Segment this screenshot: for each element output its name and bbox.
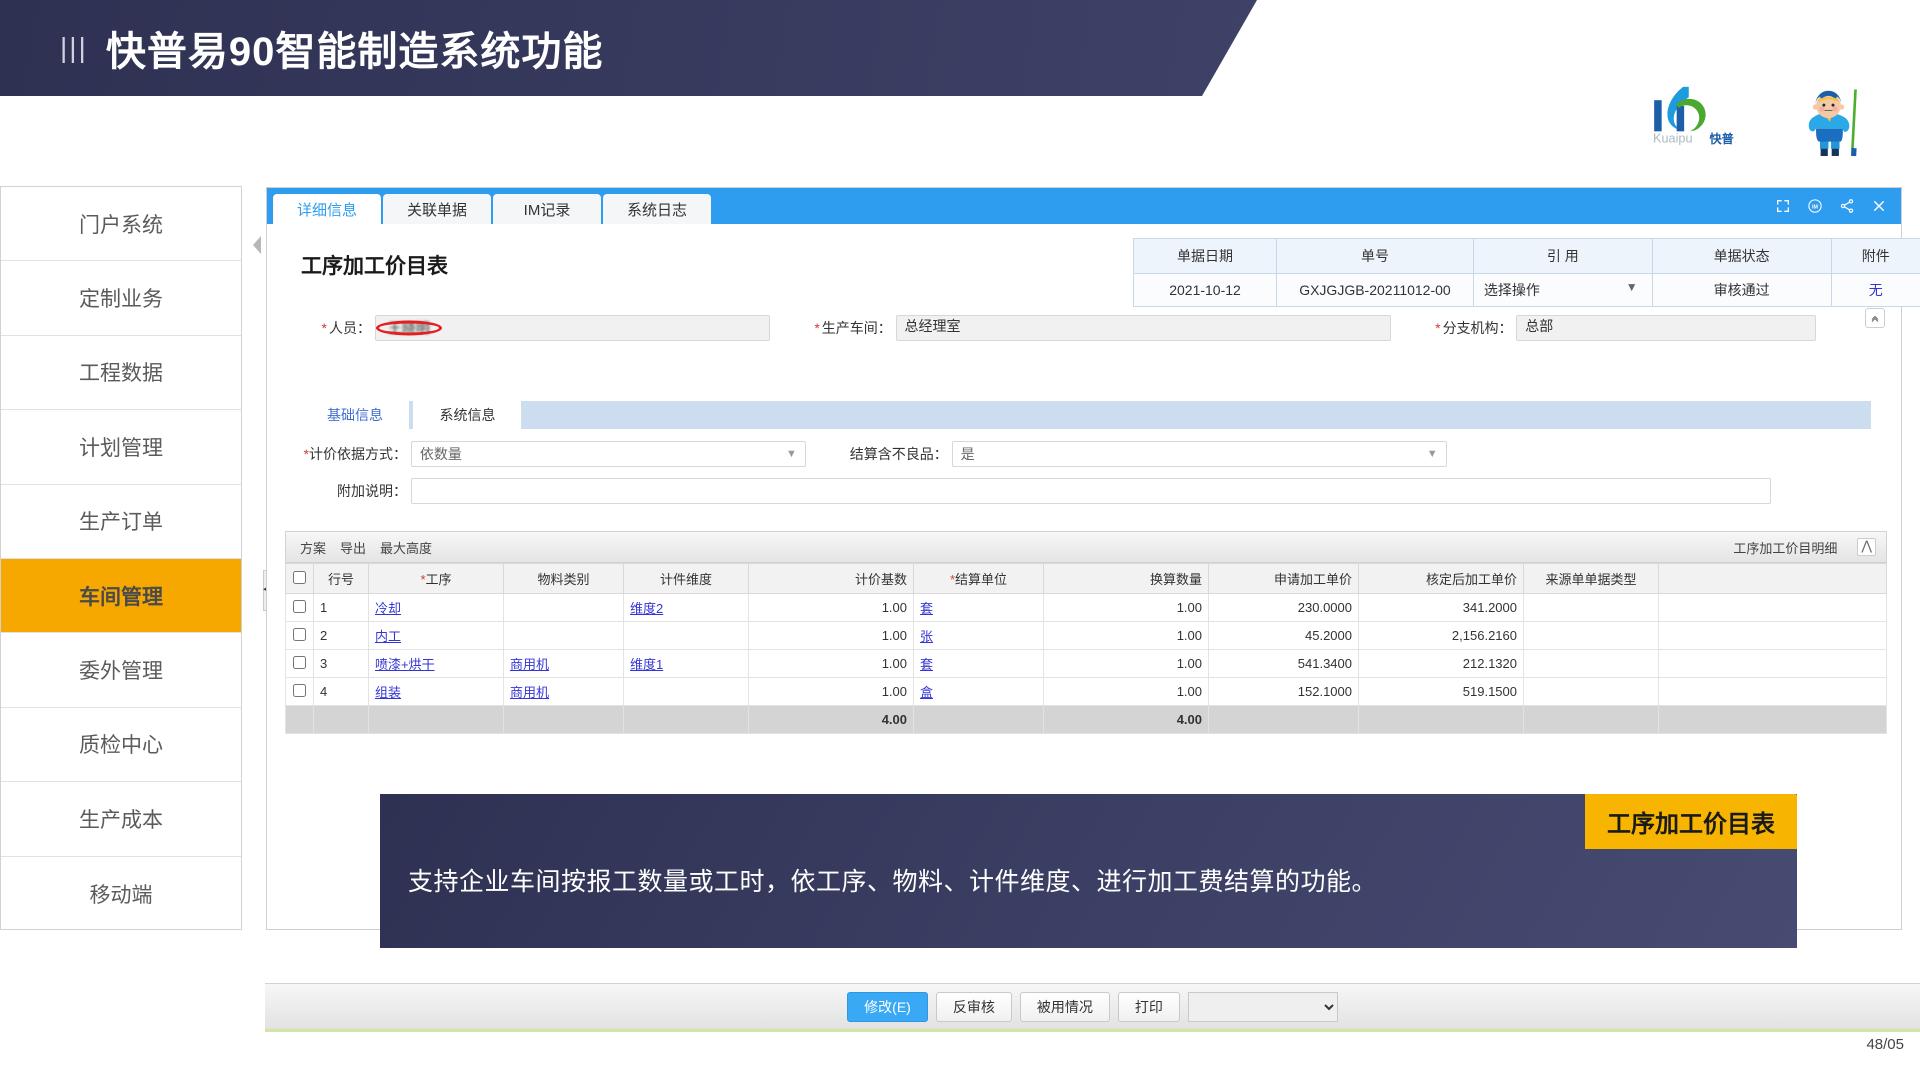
- svg-text:IM: IM: [1812, 204, 1818, 210]
- svg-text:Kuaipu: Kuaipu: [1653, 131, 1693, 145]
- svg-text:快普: 快普: [1710, 131, 1734, 146]
